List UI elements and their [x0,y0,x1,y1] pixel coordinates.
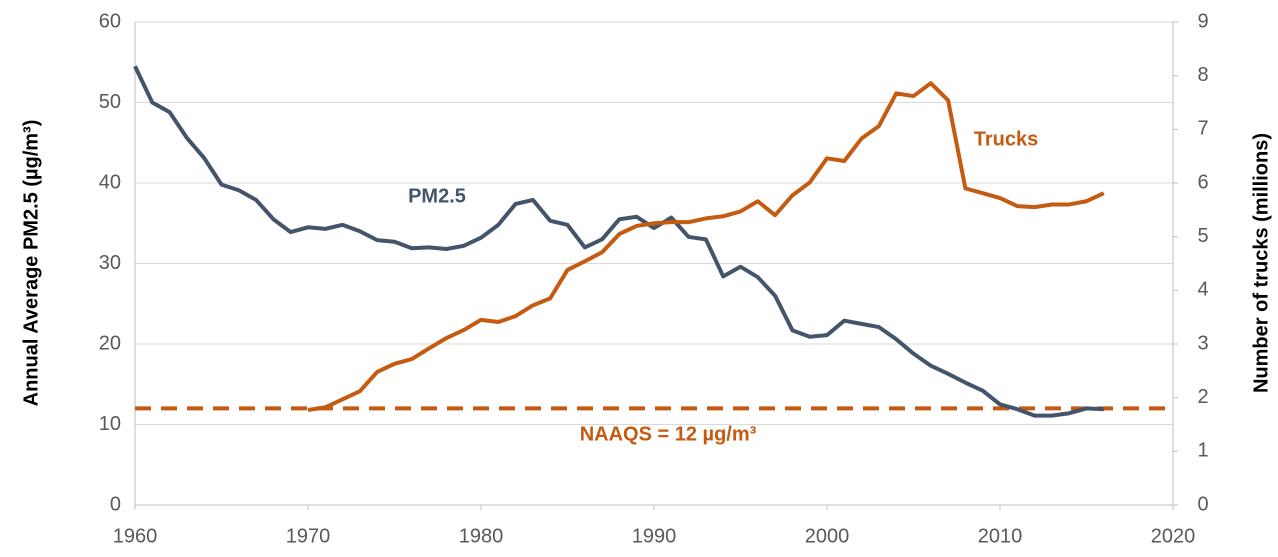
y2-tick-label: 6 [1197,171,1208,193]
x-tick-label: 1990 [632,525,677,547]
y-tick-label: 10 [99,413,121,435]
y-axis-title: Annual Average PM2.5 (µg/m³) [20,120,42,407]
series-line [307,81,1105,412]
series-label: Trucks [974,128,1038,150]
y2-tick-label: 5 [1197,225,1208,247]
series-line [133,65,1104,418]
x-tick-label: 1960 [113,525,158,547]
x-tick-label: 1980 [459,525,504,547]
x-tick-label: 1970 [286,525,331,547]
y-tick-label: 50 [99,91,121,113]
x-tick-label: 2000 [805,525,850,547]
y2-tick-label: 4 [1197,279,1208,301]
y2-tick-label: 2 [1197,386,1208,408]
y-tick-label: 0 [110,493,121,515]
y2-tick-label: 8 [1197,64,1208,86]
y-tick-label: 20 [99,332,121,354]
y2-axis-title: Number of trucks (millions) [1250,133,1272,393]
x-tick-label: 2020 [1151,525,1196,547]
x-tick-label: 2010 [978,525,1023,547]
series-label: PM2.5 [408,185,466,207]
y2-tick-label: 7 [1197,118,1208,140]
y2-tick-label: 1 [1197,440,1208,462]
reference-label: NAAQS = 12 µg/m³ [580,424,757,446]
y2-tick-label: 0 [1197,493,1208,515]
y-tick-label: 60 [99,10,121,32]
y2-tick-label: 9 [1197,10,1208,32]
y-tick-label: 30 [99,252,121,274]
y-tick-label: 40 [99,171,121,193]
y2-tick-label: 3 [1197,332,1208,354]
